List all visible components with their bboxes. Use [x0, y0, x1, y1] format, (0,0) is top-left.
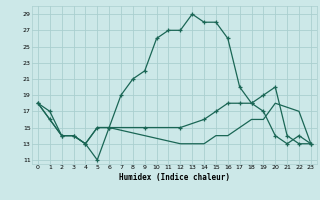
X-axis label: Humidex (Indice chaleur): Humidex (Indice chaleur): [119, 173, 230, 182]
